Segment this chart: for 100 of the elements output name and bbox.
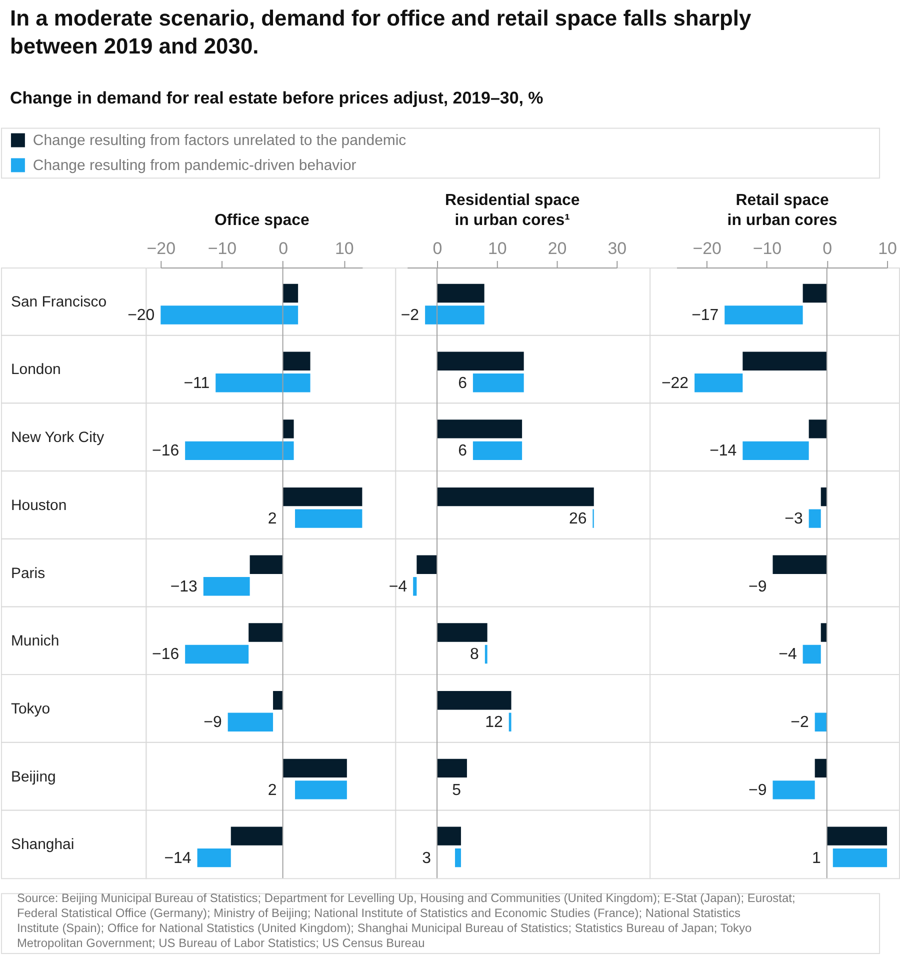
bar — [437, 487, 594, 506]
bar — [742, 352, 827, 370]
x-tick-label: −10 — [208, 238, 237, 258]
bar — [437, 691, 512, 710]
data-label: −11 — [184, 374, 210, 392]
bar — [273, 691, 283, 710]
legend-label: Change resulting from factors unrelated to the pandemic — [32, 132, 407, 150]
chart-subtitle: Change in demand for real estate before prices adjust, 2019–30, % — [10, 88, 544, 108]
bar — [160, 306, 298, 324]
data-label: −13 — [170, 578, 198, 596]
data-label: −9 — [748, 782, 767, 799]
bar — [230, 826, 283, 846]
x-tick-label: 0 — [278, 238, 288, 258]
bar — [472, 441, 522, 460]
x-tick-label: 20 — [548, 238, 567, 258]
bar — [437, 826, 461, 846]
x-tick-label: 10 — [334, 238, 354, 258]
y-tick-label: Houston — [10, 496, 67, 514]
bar — [437, 352, 524, 370]
bar — [203, 577, 250, 596]
bar — [228, 712, 274, 732]
x-tick-label: 0 — [432, 238, 442, 258]
bar — [282, 352, 310, 370]
data-label: −14 — [164, 850, 192, 867]
bar — [826, 826, 888, 846]
bar — [802, 284, 827, 303]
y-tick-label: Paris — [10, 564, 46, 582]
bar — [814, 758, 827, 778]
bar — [472, 374, 524, 392]
source-note: Source: Beijing Municipal Bureau of Statistics; Department for Levelling Up, Housing and Communities (United Kingdom); E-Stat (Japan); Eurostat; Federal Statistical Office (Germany); Ministry of Beijing; National Institute of Statistics and Economic Studies (France); National Statistics Institute (Spain); Office for National Statistics (United Kingdom); Shanghai Municipal Bureau of Statistics; Statistics Bureau of Japan; Tokyo Metropolitan Government; US Bureau of Labor Statistics; US Census Bureau — [16, 891, 796, 950]
data-label: 2 — [268, 510, 277, 528]
bar — [216, 374, 310, 392]
x-tick-label: 10 — [488, 238, 507, 258]
bar — [295, 780, 347, 800]
bar — [724, 306, 803, 324]
x-tick-label: −10 — [752, 238, 782, 258]
bar — [282, 284, 298, 303]
data-label: 12 — [485, 714, 504, 732]
data-label: −22 — [661, 374, 689, 392]
x-axis-title: Office space — [214, 212, 310, 230]
data-label: −17 — [692, 306, 719, 324]
y-tick-label: Beijing — [10, 768, 56, 786]
bar — [197, 848, 231, 868]
bar — [282, 420, 294, 438]
data-label: 1 — [812, 850, 822, 867]
data-label: −4 — [778, 646, 797, 664]
bar — [814, 712, 827, 732]
text: 5 — [452, 782, 461, 799]
bar — [772, 780, 815, 800]
bar — [802, 644, 821, 664]
bar — [820, 487, 827, 506]
data-label: −9 — [204, 714, 222, 732]
bar — [820, 623, 827, 642]
text: −9 — [748, 578, 767, 596]
x-tick-label: −20 — [146, 238, 176, 258]
data-label: 8 — [470, 646, 480, 664]
bar — [437, 623, 488, 642]
bar — [250, 555, 283, 574]
bar — [413, 577, 417, 596]
bar — [185, 644, 249, 664]
legend-label: Change resulting from pandemic-driven behavior — [32, 157, 356, 174]
x-axis-title: Residential space in urban cores¹ — [444, 192, 580, 230]
x-tick-label: −20 — [692, 238, 722, 258]
data-label: 2 — [268, 782, 277, 799]
bar — [437, 284, 484, 303]
data-label: −16 — [152, 646, 180, 664]
y-tick-label: Munich — [10, 632, 60, 650]
y-tick-label: Tokyo — [10, 700, 50, 718]
bar — [248, 623, 283, 642]
bar — [295, 509, 362, 528]
data-label: 26 — [568, 510, 587, 528]
data-label: 6 — [458, 442, 468, 460]
bar — [742, 441, 809, 460]
data-label: −20 — [128, 306, 155, 324]
bar — [437, 758, 467, 778]
data-label: −16 — [152, 442, 180, 460]
data-label: −14 — [710, 442, 737, 460]
bar — [832, 848, 888, 868]
bar — [282, 758, 347, 778]
y-tick-label: London — [10, 361, 61, 378]
bar — [808, 420, 827, 438]
data-label: −3 — [784, 510, 803, 528]
x-tick-label: 0 — [822, 238, 832, 258]
x-axis-title: Retail space in urban cores — [727, 192, 838, 230]
chart-title: In a moderate scenario, demand for office and retail space falls sharply between 2019 and 2030. — [10, 6, 752, 58]
bar — [508, 712, 512, 732]
bar — [772, 555, 827, 574]
data-label: 3 — [422, 850, 432, 867]
bar — [808, 509, 821, 528]
y-tick-label: San Francisco — [10, 293, 107, 310]
bar — [437, 420, 522, 438]
x-tick-label: 10 — [878, 238, 897, 258]
data-label: −4 — [388, 578, 408, 596]
bar — [484, 644, 488, 664]
bar — [416, 555, 438, 574]
y-tick-label: New York City — [10, 429, 105, 446]
bar — [694, 374, 743, 392]
bar — [425, 306, 484, 324]
bar — [454, 848, 461, 868]
y-tick-label: Shanghai — [10, 836, 74, 854]
